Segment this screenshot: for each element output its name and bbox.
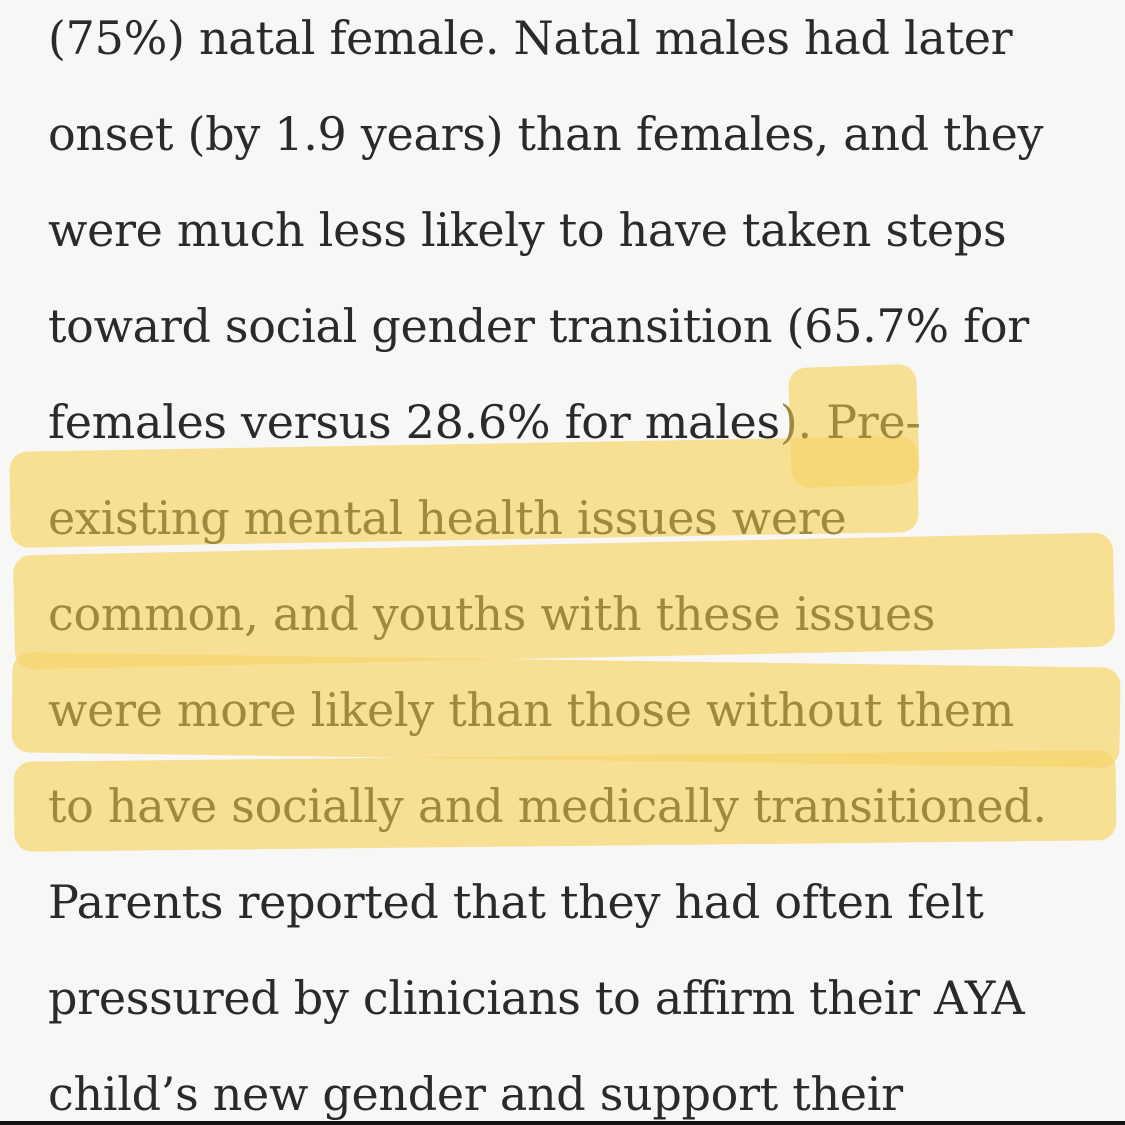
- highlighted-text-line: common, and youths with these issues: [48, 587, 936, 641]
- text-line: (75%) natal female. Natal males had late…: [48, 11, 1013, 65]
- highlighted-text-line: to have socially and medically transitio…: [48, 779, 1047, 833]
- highlighted-text: ). Pre-: [779, 395, 921, 449]
- text-segment: females versus 28.6% for males: [48, 395, 780, 449]
- text-line: Parents reported that they had often fel…: [48, 875, 984, 929]
- highlighted-text-line: were more likely than those without them: [48, 683, 1015, 737]
- highlighted-text-line: existing mental health issues were: [48, 491, 847, 545]
- text-line: were much less likely to have taken step…: [48, 203, 1007, 257]
- text-line: pressured by clinicians to affirm their …: [48, 971, 1025, 1025]
- text-line: onset (by 1.9 years) than females, and t…: [48, 107, 1044, 161]
- bottom-divider: [0, 1121, 1125, 1125]
- text-line: child’s new gender and support their: [48, 1067, 903, 1121]
- text-line: toward social gender transition (65.7% f…: [48, 299, 1029, 353]
- text-line: females versus 28.6% for males). Pre-: [48, 374, 921, 470]
